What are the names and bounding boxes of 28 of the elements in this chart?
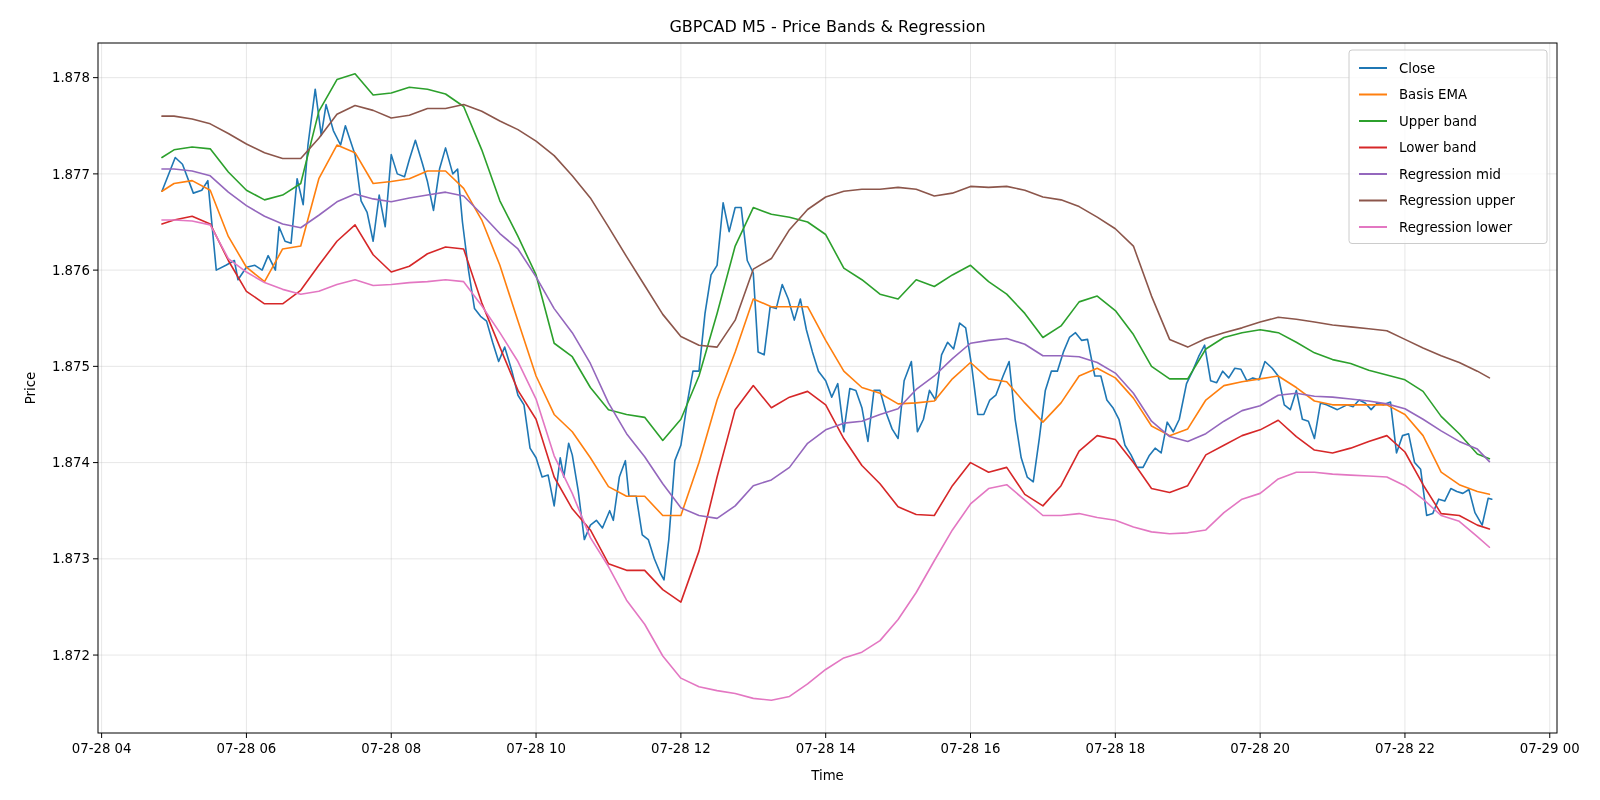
x-tick-label: 07-28 18	[1085, 741, 1146, 756]
x-axis-title: Time	[810, 768, 844, 783]
y-tick-label: 1.874	[51, 455, 90, 471]
x-tick-label: 07-28 04	[71, 741, 132, 756]
chart-title: GBPCAD M5 - Price Bands & Regression	[669, 17, 986, 36]
legend-label: Regression mid	[1399, 166, 1502, 182]
legend-label: Regression lower	[1399, 219, 1513, 235]
x-tick-label: 07-28 14	[795, 741, 856, 756]
x-tick-label: 07-29 00	[1519, 741, 1580, 756]
y-tick-label: 1.876	[51, 262, 90, 278]
y-tick-label: 1.872	[51, 647, 90, 663]
y-tick-label: 1.877	[51, 166, 90, 182]
x-tick-label: 07-28 08	[361, 741, 422, 756]
x-tick-label: 07-28 12	[650, 741, 711, 756]
legend-label: Basis EMA	[1399, 87, 1468, 103]
legend-label: Regression upper	[1399, 193, 1516, 209]
x-tick-label: 07-28 06	[216, 741, 277, 756]
x-tick-label: 07-28 22	[1375, 741, 1435, 756]
legend-label: Upper band	[1399, 113, 1477, 129]
x-tick-label: 07-28 10	[506, 741, 566, 756]
x-tick-label: 07-28 20	[1230, 741, 1291, 756]
y-axis-title: Price	[23, 371, 38, 405]
y-tick-label: 1.873	[51, 551, 90, 567]
y-tick-label: 1.878	[51, 70, 90, 86]
legend-label: Close	[1399, 60, 1436, 76]
x-tick-label: 07-28 16	[940, 741, 1001, 756]
y-tick-label: 1.875	[51, 359, 90, 374]
legend-label: Lower band	[1399, 140, 1477, 156]
